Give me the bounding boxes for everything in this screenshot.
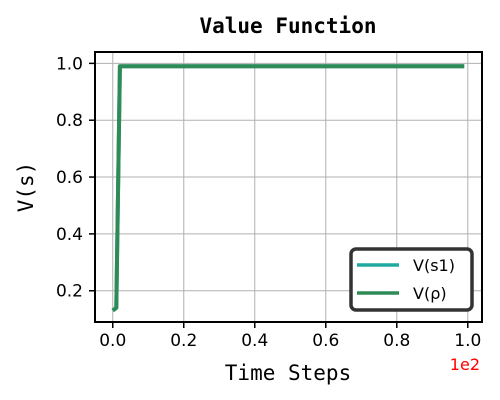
legend-label-v-s1: V(s1) (413, 256, 455, 275)
x-axis-ticks: 0.0 0.2 0.4 0.6 0.8 1.0 (99, 322, 481, 351)
y-tick-label: 0.6 (56, 168, 83, 188)
grid (95, 52, 482, 322)
plot-lines (111, 64, 465, 313)
x-tick-label: 0.0 (99, 331, 126, 351)
y-tick-label: 0.4 (56, 225, 83, 245)
y-tick-label: 0.8 (56, 111, 83, 131)
x-tick-label: 0.8 (383, 331, 410, 351)
x-tick-label: 0.4 (241, 331, 268, 351)
plot-frame (94, 51, 483, 323)
x-tick-label: 1.0 (454, 331, 481, 351)
series-line-1 (111, 64, 465, 313)
legend-label-v-rho: V(ρ) (413, 284, 447, 303)
x-axis-label: Time Steps (225, 361, 351, 385)
y-tick-label: 0.2 (56, 282, 83, 302)
x-tick-label: 0.6 (312, 331, 339, 351)
legend: V(s1) V(ρ) (349, 247, 474, 312)
y-axis-label: V(s) (14, 162, 38, 213)
x-axis-offset-label: 1e2 (450, 355, 480, 374)
x-tick-label: 0.2 (170, 331, 197, 351)
chart-title: Value Function (199, 14, 376, 38)
y-tick-label: 1.0 (56, 54, 83, 74)
y-axis-ticks: 0.2 0.4 0.6 0.8 1.0 (56, 54, 95, 302)
